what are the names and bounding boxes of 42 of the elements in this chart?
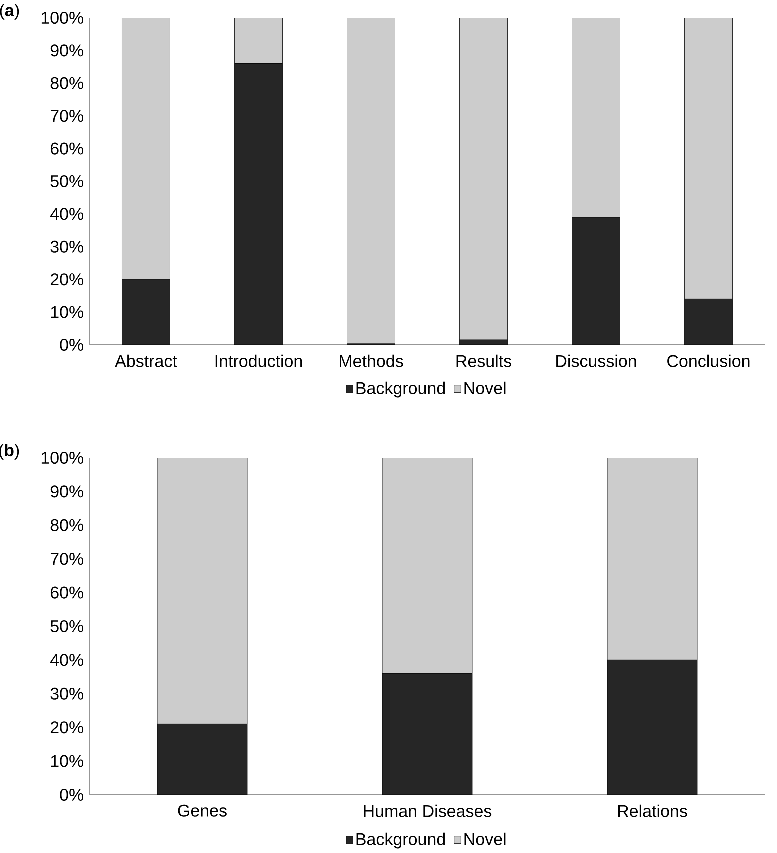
y-tick-label: 40% (50, 208, 84, 220)
y-tick-label: 10% (51, 755, 84, 768)
x-tick-label: Abstract (115, 354, 178, 368)
x-tick-label: Genes (178, 804, 227, 817)
chart-title: (a) (0, 4, 20, 20)
x-tick-label: Conclusion (668, 354, 750, 368)
x-tick-label: Discussion (556, 354, 636, 368)
legend-label: Background (356, 382, 446, 398)
y-tick-label: 30% (50, 240, 84, 253)
x-tick-label: Introduction (216, 354, 302, 368)
y-tick-label: 80% (50, 519, 84, 532)
y-tick-label: 90% (50, 486, 84, 498)
y-tick-label: 80% (50, 77, 84, 90)
y-tick-label: 100% (42, 452, 84, 464)
bar (607, 458, 698, 660)
y-tick-label: 30% (50, 688, 84, 700)
y-tick-label: 10% (51, 306, 84, 318)
y-tick-label: 60% (50, 586, 84, 599)
y-tick-label: 50% (50, 175, 84, 188)
y-tick-label: 100% (42, 12, 84, 24)
y-tick-label: 40% (50, 654, 84, 666)
bar (382, 458, 473, 674)
x-tick-label: Human Diseases (364, 804, 492, 818)
bar (382, 674, 472, 795)
bar (157, 458, 248, 724)
y-tick-label: 50% (50, 620, 84, 633)
y-tick-label: 20% (50, 722, 84, 734)
legend-label: Novel (464, 382, 506, 394)
y-tick-label: 90% (50, 44, 84, 57)
y-tick-label: 70% (50, 110, 84, 122)
legend-label: Background (356, 832, 446, 849)
x-tick-label: Methods (340, 354, 404, 368)
legend-label: Novel (464, 832, 506, 846)
y-tick-label: 70% (50, 553, 84, 566)
x-tick-label: Relations (618, 804, 688, 818)
y-tick-label: 60% (50, 142, 84, 155)
bar (607, 660, 698, 795)
y-tick-label: 20% (50, 274, 84, 286)
y-tick-label: 0% (60, 338, 84, 352)
y-tick-label: 0% (60, 788, 84, 802)
bar (158, 724, 248, 795)
x-tick-label: Results (456, 354, 512, 368)
